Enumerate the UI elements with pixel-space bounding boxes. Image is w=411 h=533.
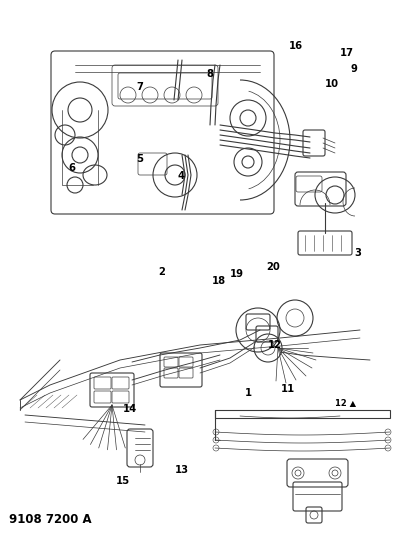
Text: 17: 17 [339,49,353,58]
Text: 14: 14 [122,405,136,414]
Bar [215,410,390,418]
Text: 9108 7200 A: 9108 7200 A [9,513,92,526]
Text: 5: 5 [136,154,143,164]
Text: 12: 12 [268,341,282,350]
Text: 2: 2 [158,267,165,277]
Text: 10: 10 [325,79,339,88]
Text: 19: 19 [229,270,243,279]
Text: 8: 8 [206,69,213,78]
Text: 9: 9 [351,64,358,74]
Text: 13: 13 [175,465,189,475]
Text: 18: 18 [212,276,226,286]
Text: 3: 3 [354,248,361,258]
Text: 15: 15 [116,476,130,486]
Text: 20: 20 [266,262,280,271]
Text: 1: 1 [245,389,252,398]
Text: 6: 6 [68,163,76,173]
Text: 12 ▲: 12 ▲ [335,399,356,407]
Text: 16: 16 [289,41,303,51]
Text: 4: 4 [177,171,185,181]
Text: 11: 11 [281,384,295,394]
Text: 7: 7 [136,82,143,92]
